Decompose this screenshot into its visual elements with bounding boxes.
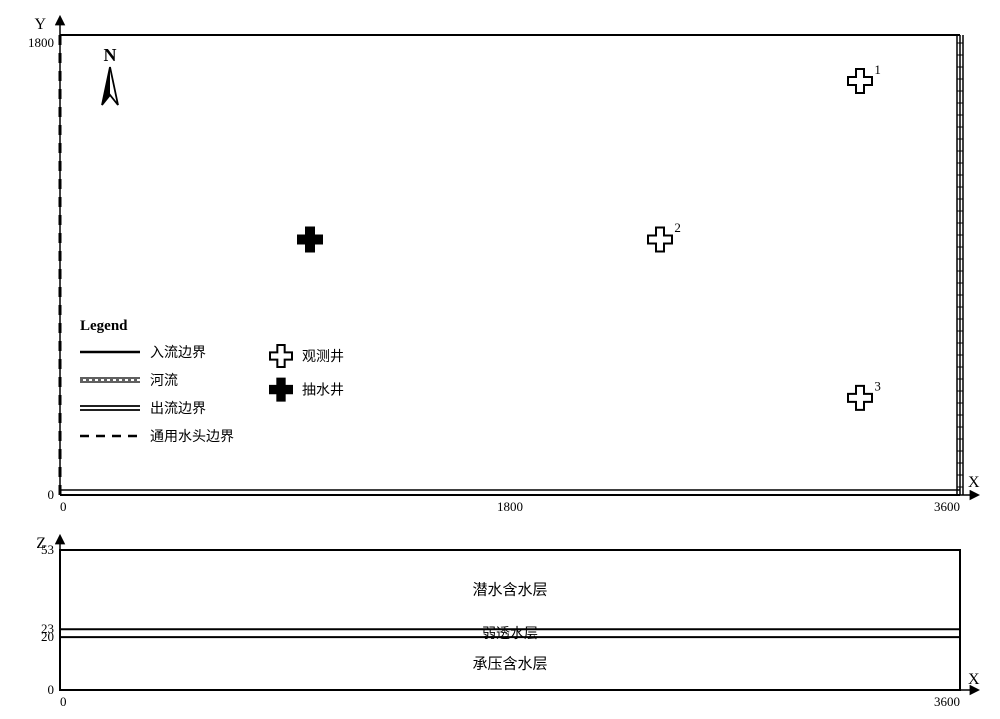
svg-text:3600: 3600 — [934, 694, 960, 709]
svg-text:N: N — [104, 45, 117, 65]
svg-text:弱透水层: 弱透水层 — [482, 626, 538, 642]
svg-text:观测井: 观测井 — [302, 349, 344, 365]
svg-text:23: 23 — [41, 621, 54, 636]
svg-text:0: 0 — [60, 499, 67, 514]
svg-text:X: X — [968, 474, 980, 491]
svg-text:潜水含水层: 潜水含水层 — [472, 582, 547, 599]
svg-text:0: 0 — [48, 682, 55, 697]
svg-text:2: 2 — [674, 220, 681, 235]
figure-svg: YX01800360001800N123Legend入流边界河流出流边界通用水头… — [10, 10, 990, 709]
svg-text:0: 0 — [60, 694, 67, 709]
svg-text:通用水头边界: 通用水头边界 — [150, 429, 234, 445]
svg-text:1800: 1800 — [28, 35, 54, 50]
svg-text:出流边界: 出流边界 — [150, 401, 206, 417]
svg-text:1800: 1800 — [497, 499, 523, 514]
svg-text:河流: 河流 — [150, 373, 178, 389]
svg-text:Y: Y — [34, 16, 46, 33]
svg-text:承压含水层: 承压含水层 — [472, 656, 547, 673]
svg-text:Legend: Legend — [80, 318, 128, 334]
svg-text:3600: 3600 — [934, 499, 960, 514]
svg-text:入流边界: 入流边界 — [150, 345, 206, 361]
svg-text:0: 0 — [48, 487, 55, 502]
figure-container: YX01800360001800N123Legend入流边界河流出流边界通用水头… — [10, 10, 990, 709]
svg-text:53: 53 — [41, 542, 54, 557]
svg-text:3: 3 — [874, 379, 881, 394]
svg-text:抽水井: 抽水井 — [302, 383, 344, 399]
svg-text:1: 1 — [874, 62, 881, 77]
svg-text:X: X — [968, 671, 980, 688]
